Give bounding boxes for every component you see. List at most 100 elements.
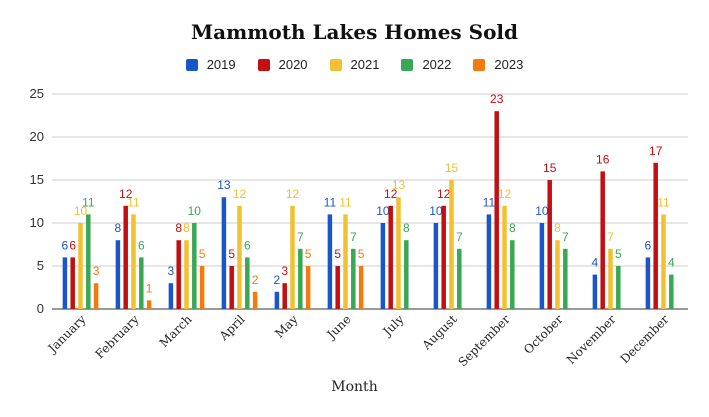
data-label: 5 xyxy=(228,247,235,261)
data-label: 5 xyxy=(615,247,622,261)
data-label: 16 xyxy=(596,152,610,166)
data-label: 8 xyxy=(509,221,516,235)
bar xyxy=(115,240,121,309)
data-label: 12 xyxy=(437,187,451,201)
bar xyxy=(457,248,462,309)
legend-item-2021: 2021 xyxy=(329,57,380,72)
data-label: 11 xyxy=(483,195,496,209)
bar xyxy=(404,240,409,309)
data-label: 8 xyxy=(403,221,410,235)
bar xyxy=(494,111,499,309)
x-tick-label: January xyxy=(44,312,89,357)
bar xyxy=(645,257,651,309)
bar xyxy=(305,266,311,309)
bar xyxy=(335,266,340,309)
data-label: 2 xyxy=(252,273,259,287)
x-tick-label: September xyxy=(455,312,512,369)
y-tick-label: 20 xyxy=(30,129,44,144)
data-label: 12 xyxy=(233,187,247,201)
data-label: 10 xyxy=(74,204,88,218)
x-tick-label: February xyxy=(92,312,141,361)
legend-label: 2023 xyxy=(494,57,524,72)
data-label: 3 xyxy=(168,264,175,278)
data-label: 6 xyxy=(645,238,652,252)
data-label: 15 xyxy=(543,161,557,175)
data-label: 4 xyxy=(668,256,675,270)
data-label: 5 xyxy=(199,247,206,261)
chart-title: Mammoth Lakes Homes Sold xyxy=(190,20,519,44)
bar xyxy=(547,180,552,309)
y-tick-label: 5 xyxy=(37,258,44,273)
legend-item-2023: 2023 xyxy=(473,57,523,72)
data-label: 6 xyxy=(69,238,76,252)
x-tick-label: April xyxy=(216,312,248,344)
data-label: 7 xyxy=(456,230,463,244)
x-tick-label: October xyxy=(521,312,566,357)
bar xyxy=(70,257,75,309)
data-label: 8 xyxy=(554,221,561,235)
data-label: 6 xyxy=(62,238,69,252)
data-label: 5 xyxy=(334,247,341,261)
legend-swatch xyxy=(401,58,414,71)
x-axis-label: Month xyxy=(331,379,378,395)
bar xyxy=(221,197,227,309)
x-tick-label: December xyxy=(618,312,672,366)
legend-label: 2021 xyxy=(350,57,380,72)
bar xyxy=(139,257,144,309)
bar xyxy=(563,248,568,309)
legend-label: 2022 xyxy=(422,57,452,72)
bar xyxy=(282,283,287,309)
bar xyxy=(146,300,152,309)
data-label: 5 xyxy=(305,247,312,261)
data-label: 10 xyxy=(429,204,443,218)
bar xyxy=(351,248,356,309)
bar xyxy=(600,171,605,309)
bar xyxy=(510,240,515,309)
y-tick-label: 0 xyxy=(37,301,44,316)
bar xyxy=(358,266,364,309)
data-label: 11 xyxy=(339,195,352,209)
bar xyxy=(380,223,386,309)
data-label: 2 xyxy=(274,273,281,287)
data-label: 8 xyxy=(115,221,122,235)
bar xyxy=(184,240,189,309)
legend-item-2022: 2022 xyxy=(401,57,451,72)
legend-item-2020: 2020 xyxy=(257,57,308,72)
data-label: 23 xyxy=(490,92,504,106)
data-label: 12 xyxy=(384,187,398,201)
data-label: 11 xyxy=(657,195,670,209)
data-label: 15 xyxy=(445,161,459,175)
data-label: 11 xyxy=(324,195,337,209)
data-label: 10 xyxy=(376,204,390,218)
bar xyxy=(608,248,613,309)
bar xyxy=(502,205,507,309)
x-tick-label: May xyxy=(272,312,301,341)
legend-swatch xyxy=(473,58,486,71)
data-label: 11 xyxy=(82,195,95,209)
legend-swatch xyxy=(185,58,198,71)
bar xyxy=(192,223,197,309)
bar xyxy=(199,266,205,309)
data-label: 8 xyxy=(175,221,182,235)
legend-item-2019: 2019 xyxy=(185,57,236,72)
data-label: 12 xyxy=(498,187,512,201)
bar xyxy=(86,214,91,309)
x-tick-label: November xyxy=(564,312,619,367)
bar xyxy=(237,205,242,309)
data-label: 7 xyxy=(297,230,304,244)
data-label: 17 xyxy=(649,144,663,158)
bar xyxy=(290,205,295,309)
bar xyxy=(661,214,666,309)
bar xyxy=(449,180,454,309)
y-tick-label: 15 xyxy=(30,172,44,187)
bar xyxy=(298,248,303,309)
bar xyxy=(539,223,545,309)
data-label: 13 xyxy=(217,178,231,192)
bar xyxy=(62,257,68,309)
bar xyxy=(441,205,446,309)
bar xyxy=(486,214,492,309)
data-label: 10 xyxy=(188,204,202,218)
chart-legend: 2019 2020 2021 2022 2023 xyxy=(0,57,709,72)
